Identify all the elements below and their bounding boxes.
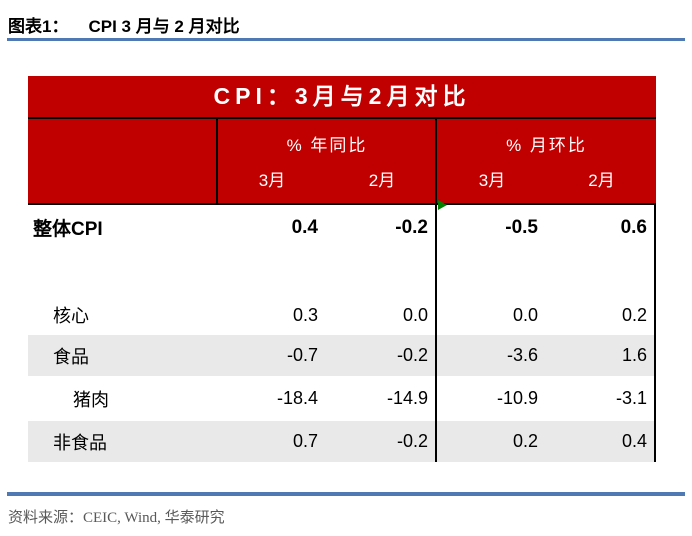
- cell-value: -0.2: [396, 431, 428, 451]
- column-header-mom-mar: 3月: [478, 171, 506, 190]
- cell-value: 0.7: [292, 431, 318, 451]
- table-body: 整体CPI 0.4 -0.2 -0.5 0.6 核心 0.3 0.0 0.0 0…: [28, 205, 656, 462]
- cell-value: 0.6: [620, 216, 647, 238]
- table-row-spacer: [28, 250, 656, 295]
- cell-value: 0.4: [291, 216, 318, 238]
- row-label: 猪肉: [73, 389, 109, 410]
- column-header-yoy-feb: 2月: [368, 171, 396, 190]
- cell-value: 0.2: [512, 431, 538, 451]
- figure-title: CPI 3 月与 2 月对比: [88, 17, 240, 36]
- cell-value: 0.4: [621, 431, 647, 451]
- cell-value: 0.0: [402, 304, 428, 325]
- column-header-mom-feb: 2月: [588, 171, 615, 190]
- row-label: 食品: [53, 346, 89, 367]
- footer-divider-rule: [7, 492, 685, 496]
- header-divider-left: [216, 119, 218, 203]
- table-row-pork: 猪肉 -18.4 -14.9 -10.9 -3.1: [28, 376, 656, 421]
- figure-caption: 图表1： CPI 3 月与 2 月对比: [8, 12, 240, 37]
- cell-value: 0.0: [512, 304, 538, 325]
- cell-value: 0.2: [621, 304, 647, 325]
- green-flag-icon: [438, 200, 447, 210]
- table-row-core: 核心 0.3 0.0 0.0 0.2: [28, 295, 656, 335]
- data-source-note: 资料来源：CEIC, Wind, 华泰研究: [8, 510, 225, 526]
- cell-value: -10.9: [496, 388, 538, 408]
- figure-number: 图表1：: [8, 17, 69, 36]
- banner-bottom-border: [28, 117, 656, 119]
- table-banner-title: CPI：3月与2月对比: [28, 76, 656, 117]
- row-label: 非食品: [53, 432, 107, 453]
- cell-value: -3.1: [615, 388, 647, 408]
- cell-value: -3.6: [506, 345, 538, 365]
- cell-value: -0.5: [505, 216, 538, 238]
- table-header: % 年同比 % 月环比 3月 2月 3月 2月: [28, 119, 656, 210]
- column-group-yoy: % 年同比: [286, 136, 368, 155]
- cell-value: -18.4: [276, 388, 318, 408]
- cell-value: -0.2: [396, 345, 428, 365]
- cell-value: 0.3: [292, 304, 318, 325]
- cell-value: -0.7: [286, 345, 318, 365]
- cell-value: -0.2: [395, 216, 428, 238]
- table-row-nonfood: 非食品 0.7 -0.2 0.2 0.4: [28, 421, 656, 462]
- body-divider-middle: [435, 205, 437, 462]
- body-divider-right: [654, 205, 656, 462]
- column-group-mom: % 月环比: [506, 136, 587, 155]
- cell-value: -14.9: [386, 388, 428, 408]
- cpi-comparison-table: CPI：3月与2月对比 % 年同比 % 月环比 3月 2月 3月 2月 整体CP…: [28, 76, 656, 462]
- table-row-overall-cpi: 整体CPI 0.4 -0.2 -0.5 0.6: [28, 205, 656, 250]
- column-header-yoy-mar: 3月: [258, 171, 286, 190]
- caption-divider-rule: [7, 38, 685, 41]
- header-bottom-border: [28, 203, 656, 205]
- row-label: 核心: [53, 306, 89, 326]
- cell-value: 1.6: [621, 345, 647, 365]
- table-row-food: 食品 -0.7 -0.2 -3.6 1.6: [28, 335, 656, 376]
- header-divider-middle: [435, 119, 437, 203]
- row-label: 整体CPI: [33, 219, 103, 240]
